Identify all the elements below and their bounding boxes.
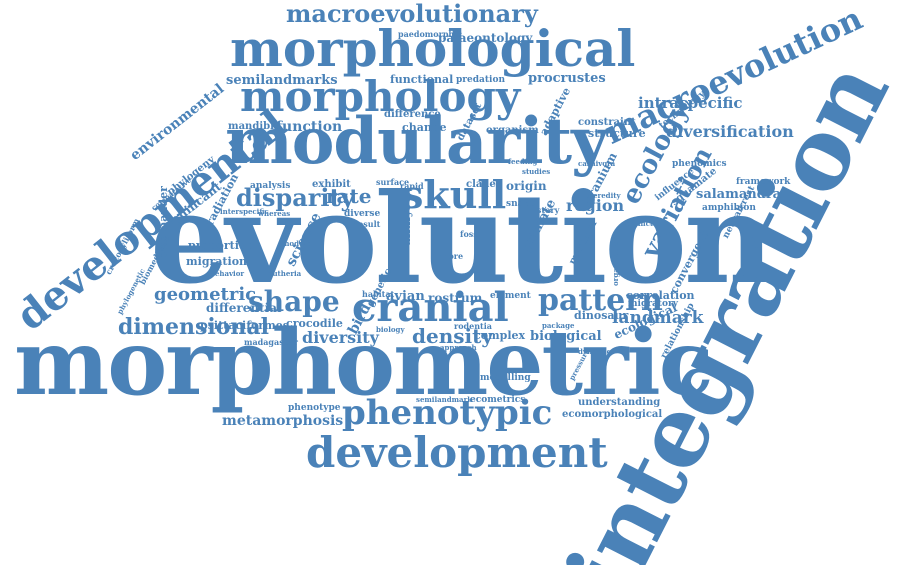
word-semilandmarks: semilandmarks	[226, 73, 338, 88]
word-morphological: morphological	[230, 19, 636, 78]
word-history: history	[528, 205, 560, 215]
word-dynamic: dynamic	[578, 347, 611, 356]
word-rodentia: rodentia	[454, 321, 492, 331]
word-surface: surface	[376, 177, 410, 187]
word-amphibion: amphibion	[702, 203, 756, 213]
word-more: more	[440, 251, 464, 261]
word-fossil: fossil	[460, 229, 484, 239]
word-migratory: migratory	[628, 299, 678, 309]
word-evolution: evolution	[150, 167, 774, 312]
word-structure: structure	[588, 127, 646, 140]
word-crocodile: crocodile	[286, 317, 343, 330]
word-avian: avian	[386, 289, 425, 304]
word-geometric: geometric	[154, 284, 257, 305]
word-disparity: disparity	[236, 183, 355, 212]
word-habitat: habitat	[362, 289, 395, 299]
word-analyse: analyse	[399, 195, 413, 246]
word-eutheria: eutheria	[268, 269, 302, 278]
word-functional: functional	[390, 73, 454, 86]
word-diverse: diverse	[344, 209, 381, 219]
word-macroevolutionary: macroevolutionary	[286, 0, 538, 28]
word-psittaciformes: psittaciformes	[200, 319, 289, 332]
word-complex: complex	[474, 329, 526, 342]
word-whereas: whereas	[258, 209, 291, 218]
word-element: element	[490, 291, 531, 301]
word-pattern: pattern	[538, 283, 663, 318]
word-modelling: modelling	[480, 373, 531, 383]
word-module: module	[282, 239, 312, 248]
word-development: development	[306, 428, 608, 477]
word-diversification: diversification	[666, 122, 794, 141]
word-framework: framework	[736, 177, 791, 187]
word-carnivora: carnivora	[578, 159, 616, 168]
word-snake: snake	[506, 199, 536, 209]
word-phenotypic: phenotypic	[342, 393, 553, 433]
word-mandible: mandible	[228, 121, 281, 132]
word-function: function	[276, 119, 343, 135]
word-rate: rate	[326, 184, 372, 208]
word-understanding: understanding	[578, 397, 661, 408]
word-semilandmark: semilandmark	[416, 395, 473, 404]
word-organization: organization	[611, 236, 620, 286]
word-ecomorphological: ecomorphological	[562, 409, 663, 420]
word-rostrum: rostrum	[428, 291, 483, 305]
word-region: region	[566, 196, 625, 215]
word-heredity: heredity	[588, 191, 621, 200]
word-origin: origin	[506, 179, 547, 193]
word-interspecific: interspecific	[220, 207, 269, 216]
word-landmark: landmark	[612, 308, 704, 328]
word-differential: differential	[206, 301, 282, 315]
word-behavior: behavior	[210, 269, 245, 278]
word-change: change	[402, 121, 447, 134]
word-cranial: cranial	[352, 284, 509, 331]
word-organism: organism	[486, 125, 539, 136]
word-dinosaur: dinosaur	[574, 309, 629, 322]
word-migration: migration	[186, 255, 248, 268]
word-intraspecific: intraspecific	[638, 94, 743, 112]
word-correlation: correlation	[626, 289, 695, 302]
word-procrustes: procrustes	[528, 71, 606, 86]
word-phenotype: phenotype	[288, 403, 341, 413]
word-skull: skull	[402, 172, 507, 217]
word-diversity: diversity	[302, 328, 379, 347]
word-extinct: extinct	[626, 219, 654, 228]
word-rapid: rapid	[400, 181, 424, 191]
word-paedomorphic: paedomorphic	[398, 29, 463, 39]
word-biological: biological	[530, 329, 602, 344]
word-result: result	[354, 219, 381, 229]
word-predation: predation	[456, 75, 506, 85]
word-difference: difference	[384, 109, 441, 120]
word-exhibit: exhibit	[312, 179, 351, 190]
word-biology: biology	[376, 325, 405, 334]
word-feeding: feeding	[508, 157, 538, 166]
word-dimensional: dimensional	[118, 314, 270, 340]
word-phylogenetic: phylogenetic	[115, 266, 147, 316]
word-metamorphosis: metamorphosis	[222, 413, 344, 429]
word-analysis: analysis	[250, 181, 291, 191]
word-studies: studies	[522, 167, 551, 176]
word-salamandra: salamandra	[696, 187, 782, 202]
word-constraint: constraint	[578, 117, 636, 128]
word-madagascar: madagascar	[244, 337, 298, 347]
word-phenomics: phenomics	[672, 159, 727, 169]
word-palaeontology: palaeontology	[438, 31, 533, 45]
word-shape: shape	[248, 285, 340, 318]
word-morphometric: morphometric	[14, 310, 714, 416]
word-proportion: proportion	[188, 239, 255, 252]
word-modularity: modularity	[225, 104, 608, 179]
word-clade: clade	[466, 179, 496, 190]
word-ecometrics: ecometrics	[470, 395, 526, 405]
word-density: density	[412, 324, 493, 348]
word-approach: approach	[440, 343, 477, 352]
word-package: package	[542, 321, 575, 330]
word-morphology: morphology	[240, 72, 521, 121]
